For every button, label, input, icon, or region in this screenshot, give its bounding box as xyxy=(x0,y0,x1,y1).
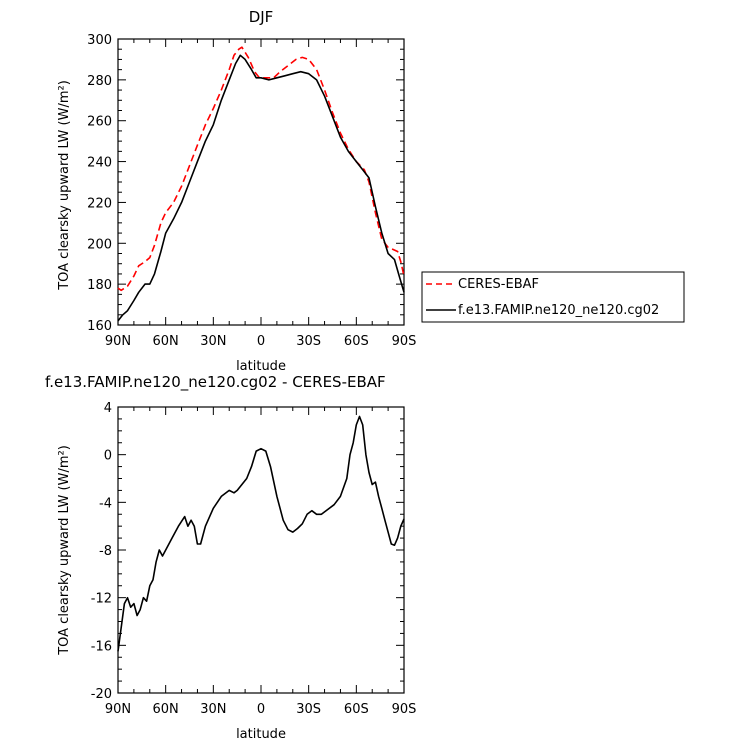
top-ytick-label: 220 xyxy=(87,196,112,211)
top-xtick-label: 90S xyxy=(392,334,417,349)
top-series-line-ceres-ebaf xyxy=(117,46,405,292)
bottom-ytick-label: -8 xyxy=(99,544,112,559)
bottom-chart-ylabel: TOA clearsky upward LW (W/m²) xyxy=(57,445,72,656)
bottom-ytick-label: -4 xyxy=(99,496,112,511)
bottom-xtick-label: 30N xyxy=(200,702,226,717)
top-ytick-label: 240 xyxy=(87,156,112,171)
top-chart-ylabel: TOA clearsky upward LW (W/m²) xyxy=(57,80,72,291)
bottom-chart-title: f.e13.FAMIP.ne120_ne120.cg02 - CERES-EBA… xyxy=(45,373,386,392)
top-xtick-label: 30N xyxy=(200,334,226,349)
top-series-line-f-e13-famip-ne120-ne120-cg02 xyxy=(117,54,405,322)
top-ytick-label: 200 xyxy=(87,237,112,252)
bottom-series-line-difference xyxy=(117,415,405,652)
top-ytick-label: 160 xyxy=(87,319,112,334)
top-ytick-label: 280 xyxy=(87,74,112,89)
bottom-ytick-label: -16 xyxy=(91,639,112,654)
top-chart-frame xyxy=(117,38,405,326)
top-xtick-label: 0 xyxy=(257,334,265,349)
top-xtick-label: 60S xyxy=(344,334,369,349)
top-ytick-label: 180 xyxy=(87,278,112,293)
top-xtick-label: 60N xyxy=(153,334,179,349)
bottom-chart-xlabel: latitude xyxy=(236,727,286,742)
legend-label-ceres: CERES-EBAF xyxy=(458,277,539,292)
bottom-ytick-label: 0 xyxy=(104,449,112,464)
bottom-ytick-label: -20 xyxy=(91,687,112,702)
top-xtick-label: 30S xyxy=(296,334,321,349)
bottom-xtick-label: 30S xyxy=(296,702,321,717)
top-ytick-label: 260 xyxy=(87,115,112,130)
legend-box xyxy=(421,271,685,323)
top-ytick-label: 300 xyxy=(87,33,112,48)
bottom-ytick-label: 4 xyxy=(104,401,112,416)
bottom-xtick-label: 60S xyxy=(344,702,369,717)
bottom-ytick-label: -12 xyxy=(91,592,112,607)
top-xtick-label: 90N xyxy=(105,334,131,349)
legend-label-model: f.e13.FAMIP.ne120_ne120.cg02 xyxy=(458,303,659,318)
chart-legend: CERES-EBAF f.e13.FAMIP.ne120_ne120.cg02 xyxy=(421,271,685,323)
top-chart-title: DJF xyxy=(249,8,274,26)
top-chart-xlabel: latitude xyxy=(236,359,286,374)
bottom-chart-plot-area: -20 -16 -12 -8 -4 0 4 90N 60N 30N 0 30S 60S 90S xyxy=(91,401,417,717)
top-chart-plot-area: 160 180 200 220 240 260 280 300 90N 60N 30N 0 30S 60S… xyxy=(87,33,416,349)
bottom-xtick-label: 0 xyxy=(257,702,265,717)
bottom-xtick-label: 90S xyxy=(392,702,417,717)
bottom-xtick-label: 90N xyxy=(105,702,131,717)
bottom-chart-frame xyxy=(117,406,405,694)
bottom-xtick-label: 60N xyxy=(153,702,179,717)
